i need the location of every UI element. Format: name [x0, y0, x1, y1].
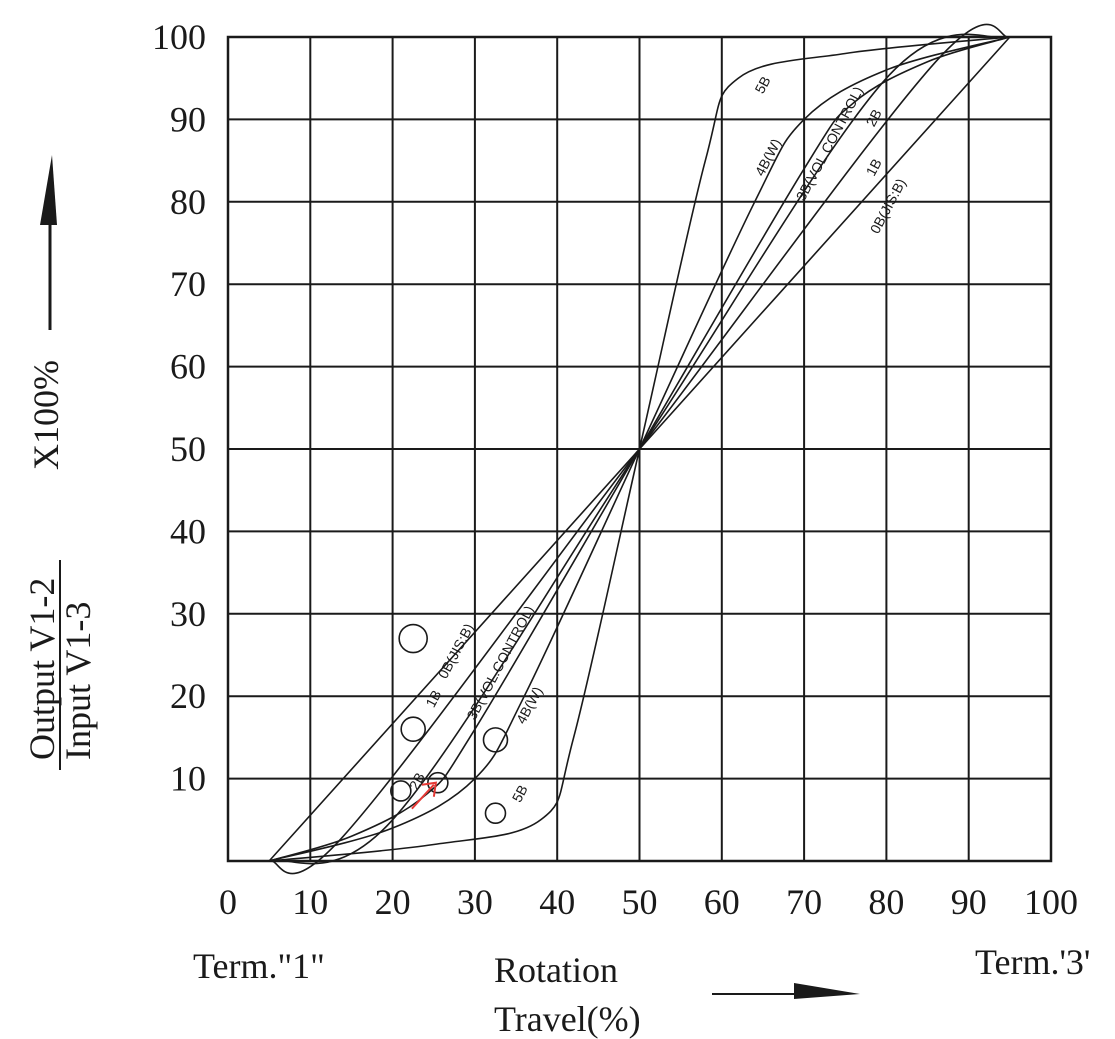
curve-marker: [400, 716, 426, 742]
series-line-5b: [269, 36, 1010, 862]
x-tick-label: 20: [375, 882, 411, 922]
y-label-numerator: Output V1-2: [22, 578, 62, 760]
x-tick-label: 80: [868, 882, 904, 922]
y-label-denominator: Input V1-3: [58, 602, 98, 760]
curve-marker: [390, 780, 412, 802]
y-tick-label: 20: [170, 676, 206, 716]
x-tick-label: 50: [622, 882, 658, 922]
curve-label: 5B: [751, 73, 773, 96]
curve-label: 2B: [863, 106, 885, 129]
x-tick-label: 0: [219, 882, 237, 922]
y-tick-label: 100: [152, 17, 206, 57]
x-tick-label: 90: [951, 882, 987, 922]
curve-label: 2B: [406, 770, 428, 793]
y-label-multiplier: X100%: [26, 360, 66, 470]
curve-label: 1B: [863, 156, 885, 179]
x-tick-label: 40: [539, 882, 575, 922]
y-tick-label: 40: [170, 511, 206, 551]
x-label-left: Term."1": [193, 946, 325, 986]
curve-marker: [427, 771, 449, 794]
pointer-arrow-icon: [411, 781, 438, 810]
x-label-center-line1: Rotation: [494, 950, 618, 990]
y-direction-arrow-icon: [40, 155, 57, 330]
curve-marker: [398, 623, 428, 654]
curve-markers: [390, 623, 509, 825]
y-tick-label: 50: [170, 429, 206, 469]
pointer-arrow-path: [411, 781, 438, 810]
curve-label: 4B(W): [751, 136, 784, 179]
y-tick-label: 90: [170, 99, 206, 139]
y-tick-label: 80: [170, 182, 206, 222]
curve-label: 0B(JIS:B): [867, 176, 909, 236]
curve-label: 0B(JIS:B): [435, 621, 477, 681]
x-tick-label: 100: [1024, 882, 1078, 922]
curve-label: 5B: [509, 782, 531, 805]
y-tick-label: 70: [170, 264, 206, 304]
x-tick-label: 70: [786, 882, 822, 922]
x-direction-arrow-icon: [712, 983, 860, 999]
y-tick-label: 30: [170, 594, 206, 634]
x-label-center-line2: Travel(%): [494, 999, 641, 1039]
curve-label: 1B: [422, 687, 444, 710]
x-tick-label: 10: [292, 882, 328, 922]
y-label: Output V1-2 Input V1-3 X100%: [22, 360, 98, 770]
curve-marker: [482, 727, 509, 753]
curve-marker: [484, 802, 507, 825]
x-tick-label: 60: [704, 882, 740, 922]
tick-labels: 0 10 20 30 40 50 60 70 80 90 100 10 20 30 40 50 60 70 80 90…: [152, 17, 1078, 922]
x-tick-label: 30: [457, 882, 493, 922]
curves: [268, 23, 1011, 875]
plot-frame: [226, 35, 1053, 863]
grid: [226, 35, 1053, 863]
y-tick-label: 60: [170, 347, 206, 387]
y-tick-label: 10: [170, 759, 206, 799]
x-label-right: Term.'3': [975, 942, 1090, 982]
curve-label: 4B(W): [513, 684, 546, 727]
